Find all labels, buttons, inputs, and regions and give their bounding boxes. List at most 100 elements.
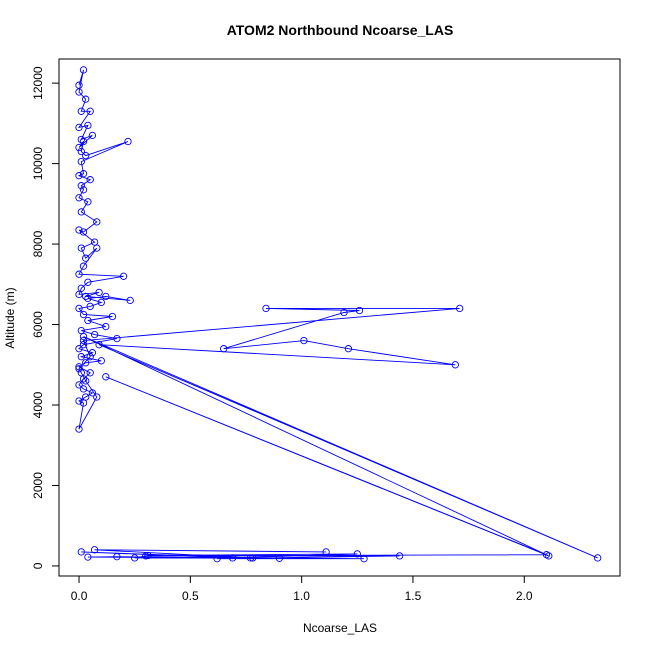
- data-point: [77, 135, 85, 144]
- data-point: [75, 226, 83, 234]
- data-point: [144, 551, 152, 560]
- data-point: [95, 341, 103, 349]
- data-point: [246, 554, 255, 562]
- data-point: [395, 552, 404, 560]
- data-point: [353, 550, 361, 558]
- data-series: [75, 66, 602, 563]
- data-point: [84, 553, 92, 561]
- x-tick-label: 0.0: [71, 589, 88, 603]
- x-tick-label: 0.5: [182, 589, 199, 603]
- data-point: [124, 137, 132, 146]
- data-point: [228, 554, 237, 562]
- chart-title: ATOM2 Northbound Ncoarse_LAS: [227, 22, 454, 38]
- x-axis-label: Ncoarse_LAS: [303, 621, 377, 635]
- data-point: [262, 304, 270, 313]
- data-point: [84, 121, 92, 130]
- data-point: [75, 425, 83, 433]
- data-point: [79, 385, 88, 393]
- data-point: [77, 548, 85, 556]
- data-point: [79, 310, 88, 319]
- data-point: [220, 345, 228, 353]
- data-point: [77, 157, 85, 166]
- data-point: [75, 172, 83, 180]
- data-point: [75, 143, 83, 152]
- data-point: [119, 272, 128, 280]
- data-point: [88, 349, 97, 357]
- data-point: [75, 290, 83, 299]
- data-point: [79, 262, 88, 270]
- data-point: [75, 397, 83, 405]
- data-point: [97, 357, 105, 365]
- data-point: [79, 336, 88, 345]
- data-point: [86, 353, 94, 361]
- y-tick-label: 0: [31, 562, 45, 569]
- series-line: [77, 69, 598, 560]
- data-point: [77, 369, 85, 377]
- y-tick-label: 12000: [31, 66, 45, 100]
- data-point: [84, 198, 92, 206]
- data-point: [300, 336, 308, 345]
- data-point: [75, 194, 83, 202]
- data-point: [93, 393, 101, 401]
- data-point: [75, 381, 83, 389]
- data-point: [93, 218, 101, 226]
- data-point: [322, 548, 330, 556]
- data-point: [75, 88, 83, 96]
- data-point: [82, 359, 90, 367]
- data-point: [79, 186, 88, 194]
- y-tick-label: 8000: [31, 230, 45, 257]
- data-point: [102, 292, 110, 301]
- data-point: [90, 330, 99, 339]
- x-tick-label: 1.0: [293, 589, 310, 603]
- y-tick-label: 4000: [31, 391, 45, 418]
- y-tick-label: 2000: [31, 472, 45, 499]
- data-point: [213, 555, 221, 563]
- data-point: [594, 554, 602, 562]
- data-point: [113, 334, 121, 343]
- data-point: [90, 546, 99, 554]
- data-point: [79, 341, 88, 349]
- data-point: [82, 377, 90, 385]
- data-point: [451, 361, 459, 369]
- data-point: [131, 554, 139, 562]
- data-point: [75, 123, 83, 132]
- data-point: [79, 399, 88, 407]
- data-point: [84, 294, 92, 303]
- data-point: [82, 95, 90, 103]
- y-tick-label: 10000: [31, 147, 45, 181]
- data-point: [360, 555, 368, 563]
- data-point: [102, 322, 110, 331]
- data-point: [75, 365, 83, 373]
- data-point: [86, 176, 94, 184]
- data-point: [340, 308, 348, 317]
- x-tick-label: 1.5: [405, 589, 422, 603]
- data-point: [77, 244, 85, 252]
- data-point: [86, 369, 94, 377]
- data-point: [77, 284, 85, 292]
- data-point: [79, 170, 88, 178]
- data-point: [84, 278, 92, 286]
- data-point: [84, 316, 92, 325]
- data-point: [108, 312, 117, 321]
- data-point: [79, 228, 88, 236]
- data-point: [75, 304, 83, 313]
- y-axis: 0 2000 4000 6000 8000 10000 12000: [31, 66, 60, 569]
- data-point: [82, 254, 90, 262]
- data-point: [542, 551, 551, 559]
- data-point: [344, 345, 353, 353]
- data-point: [88, 389, 97, 397]
- data-point: [456, 304, 464, 313]
- data-point: [113, 553, 121, 561]
- data-point: [79, 66, 88, 74]
- data-point: [82, 151, 90, 160]
- data-point: [77, 147, 85, 156]
- data-point: [86, 302, 94, 311]
- data-point: [77, 182, 85, 190]
- data-point: [77, 208, 85, 216]
- data-point: [95, 288, 103, 297]
- plot-frame: [58, 58, 621, 577]
- data-point: [75, 345, 83, 353]
- data-point: [75, 270, 83, 278]
